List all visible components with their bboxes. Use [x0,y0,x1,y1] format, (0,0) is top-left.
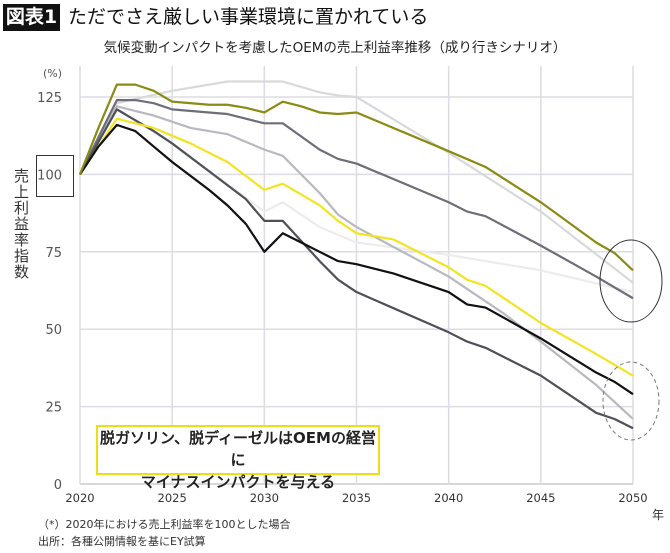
y-tick-label: 50 [45,323,62,338]
y-tick-label: 0 [54,478,62,493]
x-tick-label: 2020 [65,491,94,505]
series-line-2 [79,80,634,284]
y-tick-label: 100 [37,168,62,183]
annotation-line-1: 脱ガソリン、脱ディーゼルはOEMの経営に [100,429,376,469]
figure-badge: 図表1 [3,4,60,31]
x-tick-label: 2045 [526,491,555,505]
x-unit-label: 年 [652,508,664,522]
x-tick-label: 2025 [158,491,187,505]
y-tick-label: 125 [37,91,62,106]
series-line-4 [79,98,634,300]
highlight-100-box [36,155,74,197]
y-axis-label: 売上利益率指数 [12,168,30,280]
series-line-8 [78,83,634,272]
y-tick-label: 75 [45,246,62,261]
chart-title: 気候変動インパクトを考慮したOEMの売上利益率推移（成り行きシナリオ） [103,40,567,56]
annotation-line-2: マイナスインパクトを与える [140,473,336,491]
highlight-ellipse-lower [602,361,660,441]
footnote: （*）2020年における売上利益率を100とした場合 [38,518,291,531]
y-tick-label: 25 [45,401,62,416]
x-tick-label: 2035 [342,491,371,505]
series-line-6 [79,117,634,377]
series-line-7 [79,123,634,396]
y-unit-label: (%) [43,67,62,80]
figure-title: ただでさえ厳しい事業環境に置かれている [68,6,429,28]
highlight-ellipse-upper [599,239,663,323]
x-tick-label: 2030 [250,491,279,505]
x-tick-label: 2040 [434,491,463,505]
source-note: 出所：各種公開情報を基にEY試算 [38,535,206,548]
annotation-box: 脱ガソリン、脱ディーゼルはOEMの経営に マイナスインパクトを与える [96,425,380,491]
x-tick-label: 2050 [618,491,647,505]
series-line-5 [79,108,634,430]
